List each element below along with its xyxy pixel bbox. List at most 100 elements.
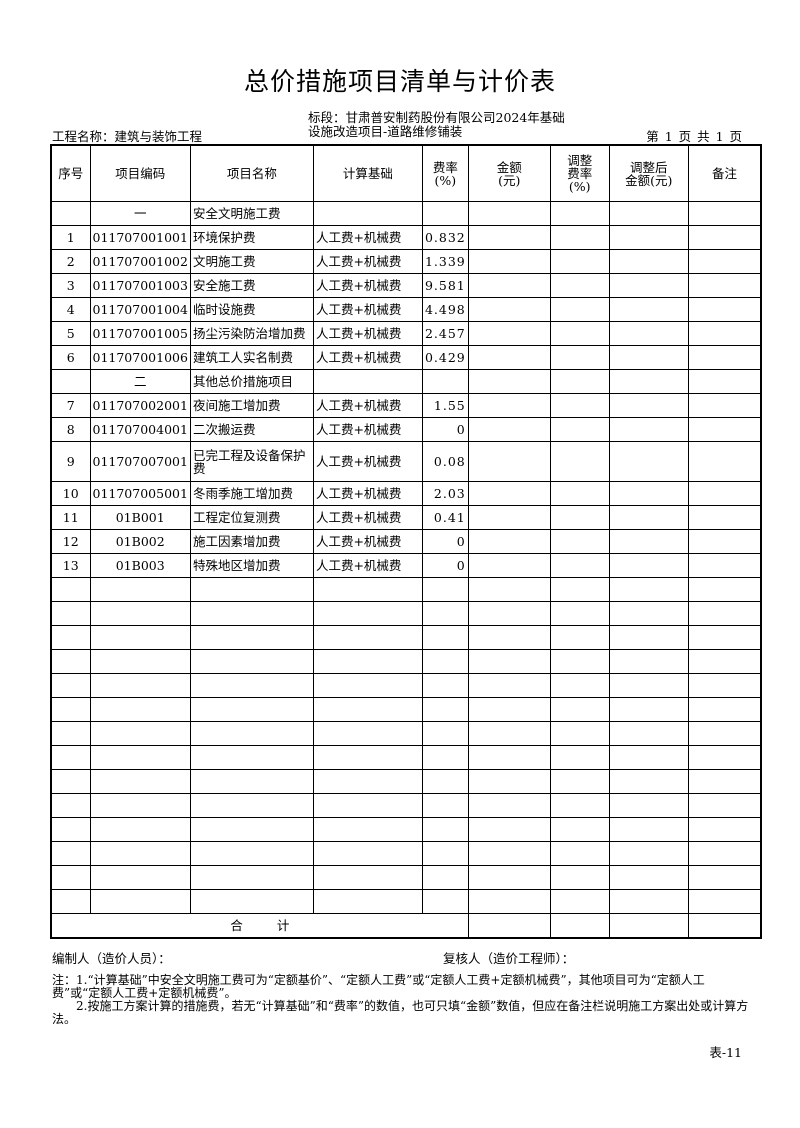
table-cell — [608, 793, 689, 818]
table-cell — [608, 841, 689, 866]
table-cell — [608, 769, 689, 794]
table-cell: 4.498 — [421, 297, 469, 322]
table-row: 8 011707004001 二次搬运费 人工费+机械费 0 — [50, 417, 762, 442]
table-cell: 10 — [50, 481, 91, 506]
table-cell — [467, 345, 551, 370]
empty-row — [50, 673, 762, 698]
table-cell — [687, 393, 762, 418]
table-cell — [467, 249, 551, 274]
table-cell — [687, 625, 762, 650]
table-cell: 01B002 — [89, 529, 191, 554]
table-cell — [608, 249, 689, 274]
table-cell — [189, 745, 314, 770]
table-cell: 建筑工人实名制费 — [189, 345, 314, 370]
table-cell — [467, 417, 551, 442]
table-cell — [687, 913, 762, 939]
column-header: 费率 (%) — [421, 144, 469, 202]
project-name: 工程名称：建筑与装饰工程 — [52, 129, 203, 144]
table-cell: 二 — [89, 369, 191, 394]
table-row: 10 011707005001 冬雨季施工增加费 人工费+机械费 2.03 — [50, 481, 762, 506]
table-cell — [687, 721, 762, 746]
column-header: 调整后 金额(元) — [608, 144, 689, 202]
table-cell — [467, 441, 551, 482]
table-cell: 01B003 — [89, 553, 191, 578]
table-cell — [549, 393, 610, 418]
table-cell — [608, 345, 689, 370]
table-row: 9 011707007001 已完工程及设备保护费 人工费+机械费 0.08 — [50, 441, 762, 482]
table-cell — [421, 793, 469, 818]
table-cell: 安全文明施工费 — [189, 201, 314, 226]
table-cell — [312, 625, 423, 650]
table-number: 表-11 — [709, 1045, 742, 1060]
table-cell — [421, 817, 469, 842]
empty-row — [50, 841, 762, 866]
table-cell — [50, 817, 91, 842]
table-row: 5 011707001005 扬尘污染防治增加费 人工费+机械费 2.457 — [50, 321, 762, 346]
table-cell — [50, 697, 91, 722]
table-cell — [608, 745, 689, 770]
table-cell — [608, 393, 689, 418]
table-cell — [467, 529, 551, 554]
table-cell: 8 — [50, 417, 91, 442]
empty-row — [50, 721, 762, 746]
table-cell: 1 — [50, 225, 91, 250]
table-cell: 其他总价措施项目 — [189, 369, 314, 394]
table-cell: 人工费+机械费 — [312, 529, 423, 554]
note-1: 注：1.“计算基础”中安全文明施工费可为“定额基价”、“定额人工费”或“定额人工… — [52, 973, 705, 1000]
table-cell — [608, 417, 689, 442]
column-header: 计算基础 — [312, 144, 423, 202]
table-cell — [608, 601, 689, 626]
table-cell — [549, 745, 610, 770]
table-cell — [50, 793, 91, 818]
table-cell — [421, 865, 469, 890]
table-cell — [312, 577, 423, 602]
table-cell: 人工费+机械费 — [312, 249, 423, 274]
table-cell — [50, 601, 91, 626]
table-cell — [50, 201, 91, 226]
table-cell — [421, 745, 469, 770]
total-label: 合 计 — [50, 913, 469, 939]
table-cell — [50, 841, 91, 866]
table-row: 4 011707001004 临时设施费 人工费+机械费 4.498 — [50, 297, 762, 322]
table-cell — [687, 649, 762, 674]
table-cell: 011707001005 — [89, 321, 191, 346]
table-cell: 4 — [50, 297, 91, 322]
table-cell — [608, 225, 689, 250]
table-cell: 人工费+机械费 — [312, 273, 423, 298]
table-cell — [89, 865, 191, 890]
table-cell — [687, 601, 762, 626]
table-cell: 已完工程及设备保护费 — [189, 441, 314, 482]
table-cell — [608, 297, 689, 322]
table-cell: 0 — [421, 417, 469, 442]
table-cell — [467, 865, 551, 890]
total-row: 合 计 — [50, 913, 762, 939]
table-cell: 7 — [50, 393, 91, 418]
table-cell — [549, 601, 610, 626]
table-row: 一安全文明施工费 — [50, 201, 762, 226]
table-cell — [312, 201, 423, 226]
table-cell — [467, 225, 551, 250]
empty-row — [50, 889, 762, 914]
table-cell: 工程定位复测费 — [189, 505, 314, 530]
table-cell: 5 — [50, 321, 91, 346]
table-row: 13 01B003 特殊地区增加费 人工费+机械费 0 — [50, 553, 762, 578]
table-cell — [549, 417, 610, 442]
table-cell: 0.429 — [421, 345, 469, 370]
table-cell — [608, 441, 689, 482]
table-cell — [50, 889, 91, 914]
measures-table: 序号 项目编码 项目名称 计算基础 费率 (%) 金额 (元) 调整 费率 (%) 调整后 金… — [50, 144, 763, 939]
table-cell — [608, 721, 689, 746]
table-cell — [549, 817, 610, 842]
table-cell — [189, 649, 314, 674]
table-cell — [312, 673, 423, 698]
table-cell — [421, 769, 469, 794]
table-cell — [89, 649, 191, 674]
table-cell — [549, 865, 610, 890]
table-cell — [189, 721, 314, 746]
table-cell — [467, 913, 551, 939]
table-cell: 011707001003 — [89, 273, 191, 298]
table-cell: 3 — [50, 273, 91, 298]
table-cell — [421, 889, 469, 914]
table-cell: 人工费+机械费 — [312, 417, 423, 442]
table-cell: 01B001 — [89, 505, 191, 530]
